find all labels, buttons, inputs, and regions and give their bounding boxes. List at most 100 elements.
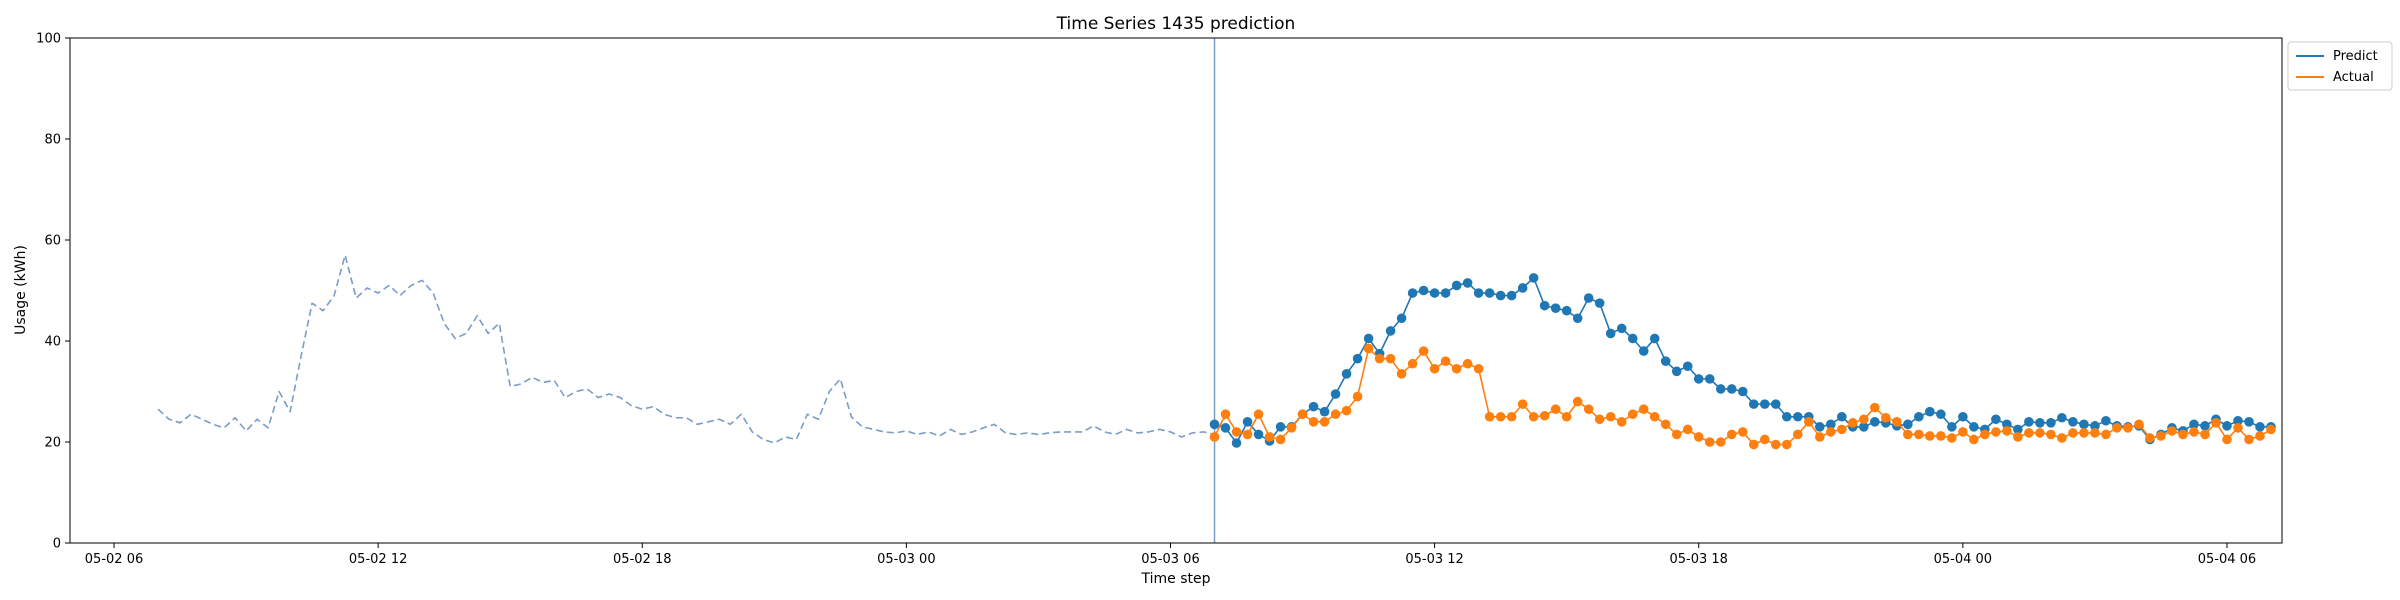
predict-series-point — [1451, 280, 1462, 291]
actual-series-point — [2024, 428, 2034, 438]
predict-series-point — [2057, 412, 2067, 423]
actual-series-point — [1473, 363, 1484, 374]
actual-series-point — [1936, 431, 1946, 441]
actual-series-point — [2189, 427, 2199, 437]
actual-series-point — [2233, 423, 2243, 433]
actual-series-point — [1308, 417, 1319, 427]
actual-series-point — [1462, 358, 1473, 369]
actual-series-point — [1649, 411, 1660, 422]
predict-series-point — [1947, 422, 1957, 432]
y-tick-label: 80 — [44, 133, 61, 148]
actual-series-point — [1870, 402, 1880, 413]
predict-series-point — [1583, 293, 1594, 303]
predict-series-point — [1330, 389, 1341, 399]
x-tick-label: 05-03 00 — [877, 552, 935, 567]
actual-series-point — [2134, 419, 2144, 430]
actual-series-point — [2255, 431, 2265, 441]
actual-series-point — [1561, 411, 1572, 422]
predict-series-point — [1462, 278, 1473, 288]
predict-series-point — [1319, 406, 1330, 417]
actual-series-point — [1528, 411, 1539, 422]
actual-series-point — [1792, 429, 1803, 440]
predict-series-point — [1539, 300, 1550, 311]
actual-series-point — [2046, 429, 2056, 440]
chart-title: Time Series 1435 prediction — [1056, 14, 1296, 34]
actual-series-point — [2156, 431, 2166, 441]
actual-series-point — [2101, 429, 2111, 440]
actual-series-point — [1440, 356, 1451, 367]
predict-series-point — [1671, 366, 1682, 377]
actual-series-point — [1814, 432, 1825, 442]
actual-series-point — [1892, 417, 1902, 427]
actual-series-point — [1980, 429, 1990, 440]
actual-series-point — [2266, 424, 2276, 435]
actual-series-point — [2057, 433, 2067, 443]
actual-series-point — [2035, 428, 2045, 438]
predict-series-line — [1214, 277, 2271, 444]
predict-series-point — [1528, 273, 1539, 283]
predict-series-point — [1870, 417, 1880, 427]
actual-series-point — [1286, 423, 1297, 433]
history-series-line — [157, 254, 1227, 444]
actual-series-point — [1341, 405, 1352, 416]
predict-series-point — [1814, 422, 1825, 432]
actual-series-point — [2178, 429, 2188, 440]
actual-series-point — [1914, 429, 1924, 440]
y-axis-label: Usage (kWh) — [13, 245, 29, 335]
predict-series-point — [1242, 417, 1253, 427]
predict-series-point — [1385, 326, 1396, 336]
actual-series-point — [1231, 427, 1242, 437]
actual-series-point — [1352, 391, 1363, 402]
plot-frame — [69, 37, 2283, 544]
predict-series-point — [1903, 419, 1913, 430]
actual-series-point — [1319, 417, 1330, 427]
predict-series-point — [1759, 399, 1770, 409]
actual-series-point — [2090, 428, 2100, 438]
predict-series-point — [1418, 285, 1429, 296]
predict-series-point — [1660, 356, 1671, 367]
predict-series-point — [1407, 288, 1418, 298]
predict-series-point — [1638, 346, 1649, 356]
history-series — [157, 254, 1227, 444]
predict-series-point — [2002, 419, 2012, 430]
axes: 0 20 40 60 80 100 05-02 06 05-02 12 05-02 18 05-0… — [36, 32, 2256, 568]
actual-series-point — [1429, 363, 1440, 374]
y-tick-label: 40 — [44, 335, 61, 350]
legend: Predict Actual — [2287, 41, 2393, 91]
actual-series-point — [1209, 432, 1220, 442]
predict-series-point — [1275, 422, 1286, 432]
actual-series-point — [1726, 429, 1737, 440]
y-tick-label: 100 — [36, 32, 61, 47]
actual-series-point — [1969, 434, 1979, 445]
predict-series-point — [1748, 399, 1759, 409]
predict-series-point — [2013, 424, 2023, 435]
actual-series-point — [1903, 429, 1913, 440]
predict-series-point — [1473, 288, 1484, 298]
actual-series-point — [1770, 439, 1781, 450]
predict-series-point — [1649, 333, 1660, 344]
predict-series-point — [2079, 419, 2089, 430]
x-tick-label: 05-03 12 — [1405, 552, 1463, 567]
actual-series-point — [1837, 424, 1847, 435]
predict-series-point — [2233, 415, 2243, 426]
x-axis-label: Time step — [1141, 571, 1211, 587]
predict-series-point — [1594, 298, 1605, 308]
x-tick-label: 05-03 18 — [1670, 552, 1728, 567]
predict-series-point — [1506, 290, 1517, 301]
actual-series-point — [1991, 427, 2001, 437]
actual-series-point — [1220, 409, 1231, 420]
predict-series — [1209, 273, 2276, 448]
actual-series-point — [1495, 411, 1506, 422]
predict-series-point — [1792, 411, 1803, 422]
predict-series-point — [1969, 422, 1979, 432]
predict-series-point — [2046, 418, 2056, 428]
actual-series-point — [2145, 433, 2155, 443]
actual-series-point — [2200, 429, 2210, 440]
actual-series-point — [1848, 418, 1858, 428]
actual-series-point — [1242, 429, 1253, 440]
predict-series-point — [1704, 374, 1715, 384]
actual-series-point — [2002, 426, 2012, 436]
actual-series-point — [1671, 429, 1682, 440]
predict-series-point — [2255, 422, 2265, 432]
